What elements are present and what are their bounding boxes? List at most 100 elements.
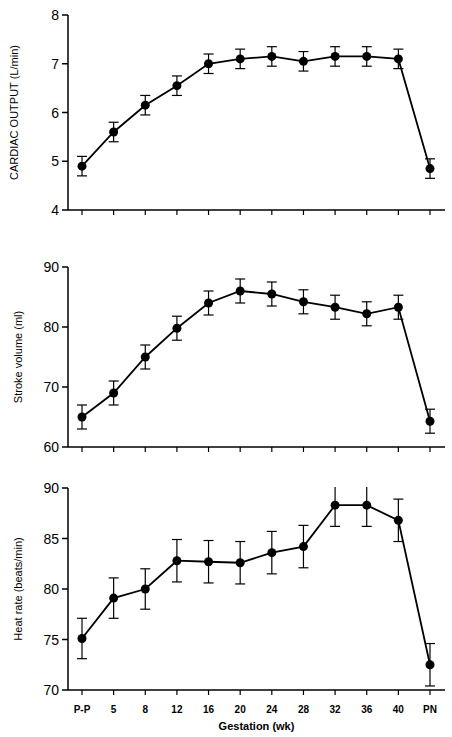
error-bar <box>362 487 372 526</box>
y-tick-label: 60 <box>43 439 59 455</box>
error-cap <box>330 295 340 296</box>
error-cap <box>425 158 435 159</box>
marker <box>172 324 181 333</box>
error-cap <box>362 301 372 302</box>
x-tick <box>145 690 146 695</box>
y-tick-label: 80 <box>43 581 59 597</box>
y-tick <box>62 14 68 16</box>
error-bar <box>267 47 277 67</box>
error-cap <box>330 319 340 320</box>
marker <box>426 660 435 669</box>
error-cap <box>77 428 87 429</box>
line <box>82 56 430 168</box>
x-tick-label: 5 <box>111 704 117 715</box>
error-cap <box>77 404 87 405</box>
x-tick <box>429 210 430 215</box>
x-tick-label: 36 <box>361 704 373 715</box>
error-cap <box>109 141 119 142</box>
x-tick <box>334 447 335 452</box>
marker <box>267 52 276 61</box>
x-tick <box>303 690 304 695</box>
y-tick <box>62 639 68 641</box>
marker <box>78 634 87 643</box>
x-tick-label: 12 <box>171 704 183 715</box>
y-tick <box>62 63 68 65</box>
y-tick-label: 85 <box>43 531 59 547</box>
marker <box>299 57 308 66</box>
x-tick <box>366 447 367 452</box>
x-tick <box>303 447 304 452</box>
marker <box>236 287 245 296</box>
y-axis-label: CARDIAC OUTPUT (L/min) <box>8 45 20 180</box>
x-tick-label: 28 <box>298 704 310 715</box>
error-cap <box>77 156 87 157</box>
error-bar <box>140 95 150 115</box>
error-bar <box>172 540 182 582</box>
error-bar <box>235 542 245 584</box>
y-tick-label: 70 <box>43 379 59 395</box>
error-cap <box>204 53 214 54</box>
error-bar <box>425 409 435 433</box>
error-cap <box>267 573 277 574</box>
x-tick <box>398 447 399 452</box>
x-tick-label: 32 <box>330 704 342 715</box>
marker <box>362 501 371 510</box>
error-cap <box>235 302 245 303</box>
error-cap <box>109 618 119 619</box>
error-cap <box>77 658 87 659</box>
y-tick <box>62 161 68 163</box>
error-cap <box>393 49 403 50</box>
error-cap <box>109 380 119 381</box>
y-tick-label: 70 <box>43 682 59 698</box>
x-tick <box>240 210 241 215</box>
error-bar <box>235 279 245 303</box>
plot-area <box>77 279 435 433</box>
error-bar <box>172 76 182 96</box>
error-cap <box>330 46 340 47</box>
x-axis <box>68 209 445 211</box>
marker <box>109 128 118 137</box>
marker <box>109 389 118 398</box>
x-tick <box>271 210 272 215</box>
error-cap <box>425 178 435 179</box>
error-cap <box>140 344 150 345</box>
x-tick <box>208 447 209 452</box>
y-tick <box>62 487 68 489</box>
x-tick-label: 20 <box>235 704 247 715</box>
error-bar <box>393 49 403 69</box>
panel: 45678CARDIAC OUTPUT (L/min) <box>8 7 445 218</box>
error-cap <box>172 539 182 540</box>
x-axis <box>68 689 445 691</box>
error-bar <box>298 290 308 314</box>
error-cap <box>393 68 403 69</box>
marker <box>204 557 213 566</box>
error-bar <box>172 316 182 340</box>
error-cap <box>77 618 87 619</box>
marker <box>426 164 435 173</box>
marker <box>78 162 87 171</box>
y-tick <box>62 326 68 328</box>
line <box>82 505 430 665</box>
error-bar <box>362 302 372 326</box>
y-tick <box>62 209 68 211</box>
marker <box>141 585 150 594</box>
error-bar <box>298 52 308 72</box>
error-cap <box>267 66 277 67</box>
x-tick-label: P-P <box>74 704 91 715</box>
error-cap <box>140 609 150 610</box>
error-bar <box>330 295 340 319</box>
error-cap <box>172 316 182 317</box>
error-cap <box>235 49 245 50</box>
y-tick <box>62 266 68 268</box>
x-tick <box>240 690 241 695</box>
y-tick <box>62 689 68 691</box>
error-cap <box>330 526 340 527</box>
error-cap <box>298 567 308 568</box>
error-bar <box>362 47 372 67</box>
error-cap <box>298 70 308 71</box>
error-cap <box>235 278 245 279</box>
error-bar <box>393 499 403 541</box>
marker <box>267 290 276 299</box>
y-axis <box>67 267 69 447</box>
error-cap <box>140 114 150 115</box>
